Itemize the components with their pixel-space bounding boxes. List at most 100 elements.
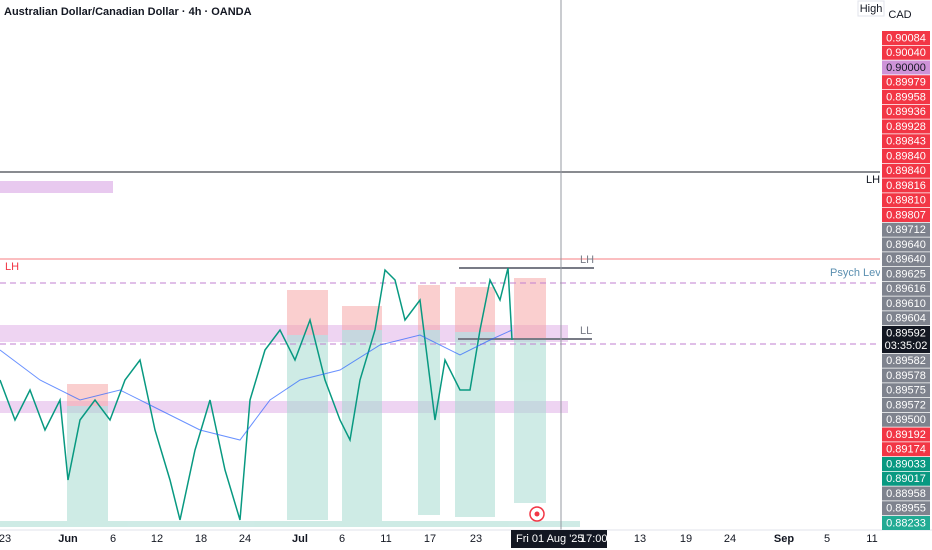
price-label-bg [882, 296, 930, 311]
price-label: 0.88233 [886, 517, 926, 529]
zone [0, 181, 113, 193]
price-label-bg [882, 457, 930, 471]
time-label: 23 [0, 533, 11, 545]
crosshair-date-bg [511, 530, 607, 548]
annotation: Psych Level [830, 267, 889, 279]
price-label: 0.89958 [886, 91, 926, 103]
time-label: Jul [292, 533, 308, 545]
price-label-bg [882, 501, 930, 516]
time-label: Jun [58, 533, 78, 545]
price-label-bg [882, 311, 930, 326]
price-label-bg [882, 45, 930, 60]
time-label: 13 [634, 533, 646, 545]
crosshair-time: 17:00 [580, 533, 608, 545]
price-label-bg [882, 267, 930, 281]
price-label: 0.89928 [886, 121, 926, 133]
symbol-title: Australian Dollar/Canadian Dollar · 4h ·… [4, 6, 252, 18]
price-label-bg [882, 104, 930, 119]
price-label: 0.89625 [886, 268, 926, 280]
price-label-bg [882, 486, 930, 501]
time-label: 24 [724, 533, 736, 545]
time-label: 5 [824, 533, 830, 545]
annotation: LH [5, 261, 19, 273]
price-label-bg [882, 178, 930, 193]
price-label: 0.89936 [886, 106, 926, 118]
price-label: 0.89807 [886, 209, 926, 221]
price-label-bg [882, 252, 930, 267]
price-label: 0.90040 [886, 47, 926, 59]
price-label: 0.89017 [886, 473, 926, 485]
price-label-bg [882, 368, 930, 383]
price-label: 0.89500 [886, 414, 926, 426]
price-label: 0.89810 [886, 195, 926, 207]
price-label: 0.89572 [886, 399, 926, 411]
time-label: 17 [424, 533, 436, 545]
price-label-bg [882, 75, 930, 90]
annotation: LL [580, 325, 592, 337]
price-label: 0.89840 [886, 150, 926, 162]
price-label: 0.89843 [886, 136, 926, 148]
high-button-bg[interactable] [857, 0, 885, 17]
time-label: 12 [151, 533, 163, 545]
time-label: 23 [470, 533, 482, 545]
price-label: 0.89840 [886, 165, 926, 177]
price-label: 0.88958 [886, 488, 926, 500]
countdown: 03:35:02 [885, 340, 928, 352]
price-label-bg [882, 60, 930, 75]
time-label: 6 [339, 533, 345, 545]
price-label: 0.90000 [886, 62, 926, 74]
price-label: 0.89640 [886, 254, 926, 266]
price-label-bg [882, 149, 930, 163]
time-label: 11 [380, 533, 391, 545]
price-label-bg [882, 281, 930, 296]
price-label-bg [882, 353, 930, 368]
time-label: 18 [195, 533, 207, 545]
price-label-bg [882, 119, 930, 134]
price-label-bg [882, 193, 930, 208]
price-path [0, 267, 513, 521]
price-label: 0.89610 [886, 298, 926, 310]
moving-average [0, 329, 513, 441]
price-label: 0.89192 [886, 429, 926, 441]
price-label: 0.89575 [886, 385, 926, 397]
price-label: 0.89979 [886, 77, 926, 89]
price-label-bg [882, 398, 930, 412]
price-label-bg [882, 516, 930, 530]
price-label: 0.89640 [886, 239, 926, 251]
price-label-bg [882, 326, 930, 353]
price-label-bg [882, 383, 930, 398]
price-label-bg [882, 237, 930, 252]
price-label: 0.89712 [886, 224, 926, 236]
crosshair-date: Fri 01 Aug '25 [516, 533, 584, 545]
price-label-bg [882, 427, 930, 442]
price-label: 0.90084 [886, 32, 926, 44]
time-label: Sep [774, 533, 794, 545]
price-label: 0.89578 [886, 370, 926, 382]
time-label: 11 [866, 533, 877, 545]
high-button[interactable]: High [860, 3, 883, 15]
price-label-bg [882, 134, 930, 149]
replay-icon-dot [534, 511, 540, 517]
price-label: 0.89582 [886, 355, 926, 367]
price-label: 0.88955 [886, 503, 926, 515]
annotation: LH [866, 174, 880, 186]
price-label: 0.89816 [886, 180, 926, 192]
price-label-bg [882, 31, 930, 45]
price-label: 0.89616 [886, 283, 926, 295]
price-label-bg [882, 412, 930, 427]
currency: CAD [888, 9, 911, 21]
price-label-bg [882, 471, 930, 486]
price-label: 0.89604 [886, 313, 926, 325]
price-label: 0.89174 [886, 444, 926, 456]
price-label-bg [882, 163, 930, 178]
price-label: 0.89033 [886, 458, 926, 470]
price-label-bg [882, 208, 930, 222]
time-label: 19 [680, 533, 692, 545]
price-label-bg [882, 442, 930, 457]
price-label: 0.89592 [886, 327, 926, 339]
annotation: LH [580, 254, 594, 266]
price-label-bg [882, 222, 930, 237]
price-label-bg [882, 90, 930, 104]
time-label: 24 [239, 533, 251, 545]
